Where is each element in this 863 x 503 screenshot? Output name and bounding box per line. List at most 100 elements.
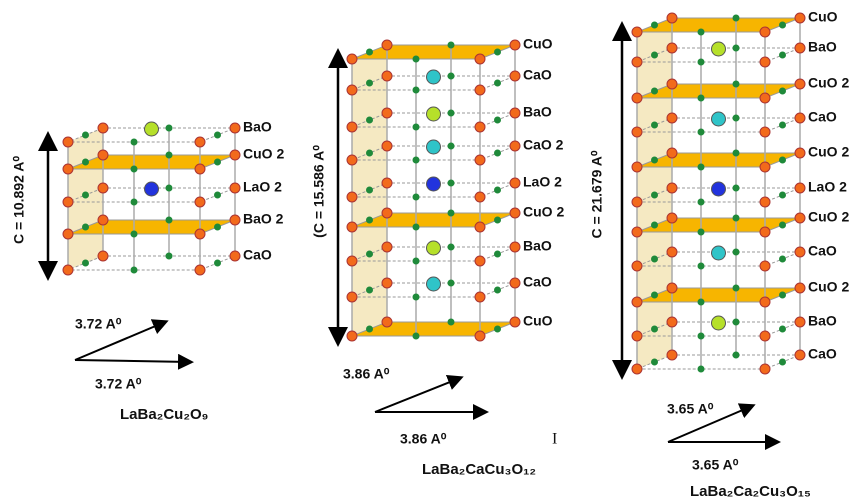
- corner-atom: [347, 155, 357, 165]
- corner-atom: [382, 208, 392, 218]
- layer-label: BaO: [808, 313, 837, 329]
- corner-atom: [98, 150, 108, 160]
- c-label: C = 21.679 A⁰: [589, 150, 605, 238]
- edge-atom: [366, 49, 373, 56]
- edge-atom: [733, 215, 740, 222]
- corner-atom: [795, 43, 805, 53]
- edge-atom: [131, 199, 138, 206]
- corner-atom: [667, 148, 677, 158]
- corner-atom: [230, 150, 240, 160]
- edge-atom: [166, 152, 173, 159]
- corner-atom: [347, 122, 357, 132]
- layer-label: CuO: [808, 9, 838, 25]
- corner-atom: [382, 108, 392, 118]
- center-atom: [427, 177, 441, 191]
- corner-atom: [63, 229, 73, 239]
- layer-label: CuO 2: [808, 279, 849, 295]
- corner-atom: [632, 261, 642, 271]
- edge-atom: [494, 287, 501, 294]
- corner-atom: [382, 141, 392, 151]
- corner-atom: [510, 40, 520, 50]
- edge-atom: [733, 115, 740, 122]
- corner-atom: [795, 317, 805, 327]
- layer-label: CaO: [243, 247, 272, 263]
- corner-atom: [632, 27, 642, 37]
- edge-atom: [651, 192, 658, 199]
- a-label: 3.72 A⁰: [75, 316, 122, 332]
- edge-atom: [779, 192, 786, 199]
- edge-atom: [733, 150, 740, 157]
- corner-atom: [632, 197, 642, 207]
- corner-atom: [63, 197, 73, 207]
- corner-atom: [195, 164, 205, 174]
- edge-atom: [214, 192, 221, 199]
- edge-atom: [131, 267, 138, 274]
- corner-atom: [510, 108, 520, 118]
- corner-atom: [667, 283, 677, 293]
- edge-atom: [413, 124, 420, 131]
- corner-atom: [760, 364, 770, 374]
- corner-atom: [475, 256, 485, 266]
- diagram: I BaOCuO 2LaO 2BaO 2CaOC = 10.892 A⁰3.72…: [0, 0, 863, 503]
- corner-atom: [760, 261, 770, 271]
- corner-atom: [795, 13, 805, 23]
- edge-atom: [366, 326, 373, 333]
- c-label: (C = 15.586 A⁰: [311, 145, 327, 238]
- edge-atom: [779, 52, 786, 59]
- corner-atom: [667, 317, 677, 327]
- edge-atom: [651, 256, 658, 263]
- edge-atom: [448, 42, 455, 49]
- corner-atom: [510, 208, 520, 218]
- center-atom: [427, 70, 441, 84]
- corner-atom: [510, 178, 520, 188]
- layer-label: BaO: [243, 119, 272, 135]
- corner-atom: [475, 122, 485, 132]
- edge-atom: [698, 263, 705, 270]
- layer-label: BaO: [523, 104, 552, 120]
- corner-atom: [98, 215, 108, 225]
- corner-atom: [795, 113, 805, 123]
- layer-label: BaO: [523, 238, 552, 254]
- edge-atom: [413, 333, 420, 340]
- corner-atom: [510, 141, 520, 151]
- edge-atom: [494, 217, 501, 224]
- layer-label: CaO: [808, 109, 837, 125]
- corner-atom: [632, 297, 642, 307]
- edge-atom: [448, 319, 455, 326]
- corner-atom: [195, 265, 205, 275]
- layer-label: CaO: [523, 274, 552, 290]
- corner-atom: [195, 197, 205, 207]
- edge-atom: [214, 260, 221, 267]
- corner-atom: [795, 79, 805, 89]
- formula: LaBa₂Ca₂Cu₃O₁₅: [690, 483, 811, 500]
- center-atom: [712, 182, 726, 196]
- layer-label: BaO 2: [243, 211, 284, 227]
- corner-atom: [195, 229, 205, 239]
- center-atom: [712, 316, 726, 330]
- edge-atom: [698, 29, 705, 36]
- edge-atom: [651, 122, 658, 129]
- edge-atom: [448, 143, 455, 150]
- corner-atom: [760, 331, 770, 341]
- edge-atom: [366, 150, 373, 157]
- edge-atom: [733, 185, 740, 192]
- corner-atom: [510, 71, 520, 81]
- corner-atom: [347, 292, 357, 302]
- edge-atom: [413, 87, 420, 94]
- edge-atom: [366, 187, 373, 194]
- layer-label: CaO: [523, 67, 552, 83]
- corner-atom: [632, 162, 642, 172]
- edge-atom: [651, 157, 658, 164]
- corner-atom: [382, 242, 392, 252]
- corner-atom: [63, 164, 73, 174]
- corner-atom: [760, 162, 770, 172]
- b-label: 3.86 A⁰: [400, 431, 447, 447]
- edge-atom: [448, 210, 455, 217]
- layer-label: CuO 2: [808, 75, 849, 91]
- edge-atom: [779, 88, 786, 95]
- corner-atom: [230, 215, 240, 225]
- center-atom: [712, 42, 726, 56]
- edge-atom: [779, 22, 786, 29]
- corner-atom: [760, 227, 770, 237]
- edge-atom: [494, 80, 501, 87]
